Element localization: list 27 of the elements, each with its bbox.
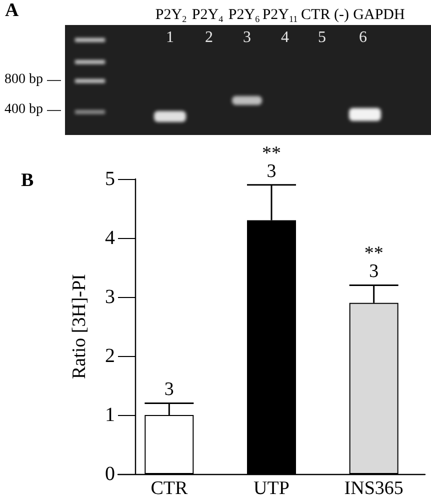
text: A	[5, 0, 19, 21]
y-tick-label: 2	[105, 345, 115, 367]
text: P2Y$_{4}$	[192, 7, 224, 24]
x-tick-label: CTR	[150, 478, 188, 499]
y-tick-label: 4	[105, 227, 115, 249]
x-tick-label: INS365	[344, 478, 404, 499]
text: P2Y$_{11}$	[262, 7, 298, 24]
x-tick-label: UTP	[254, 478, 290, 499]
text: 2	[205, 29, 213, 46]
text: 5	[318, 29, 326, 46]
text: P2Y$_{6}$	[228, 7, 260, 24]
text: 400 bp	[4, 102, 43, 117]
text: 3	[243, 29, 251, 46]
text: 800 bp	[4, 72, 43, 87]
text: 1	[166, 29, 174, 46]
annotation: 3	[164, 379, 174, 400]
y-tick-label: 1	[105, 404, 115, 426]
y-tick-label: 0	[105, 463, 115, 485]
text: 4	[281, 29, 289, 46]
y-axis-title: Ratio [3H]-PI	[69, 274, 90, 380]
y-tick-label: 5	[105, 168, 115, 190]
y-tick-label: 3	[105, 286, 115, 308]
text: CTR (-)	[301, 7, 349, 23]
text: 6	[359, 29, 367, 46]
text: GAPDH	[353, 7, 405, 23]
text: P2Y$_{2}$	[155, 7, 187, 24]
chart-title: B	[21, 170, 34, 191]
